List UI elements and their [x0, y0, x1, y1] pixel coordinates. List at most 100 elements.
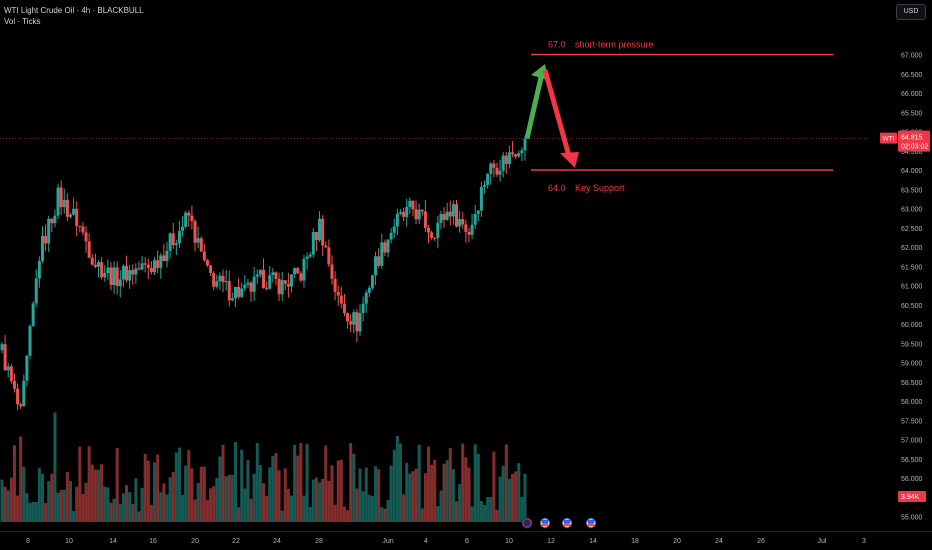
volume-bar [177, 447, 181, 522]
earnings-event-icon[interactable] [521, 517, 533, 529]
candle-body [28, 326, 32, 356]
candle-body [479, 186, 483, 211]
candle-body [227, 281, 231, 301]
symbol-title[interactable]: WTI Light Crude Oil · 4h · BLACKBULL [4, 6, 144, 15]
candle-body [380, 242, 384, 266]
candle-body [209, 265, 213, 274]
volume-bar [168, 477, 172, 522]
volume-bar [439, 490, 443, 522]
volume-bar [196, 482, 200, 522]
volume-bar [408, 473, 412, 522]
candle-body [109, 267, 113, 286]
volume-bar [445, 460, 449, 522]
candle-body [402, 211, 406, 217]
candle-body [125, 265, 129, 281]
volume-bar [212, 486, 216, 522]
candles [0, 136, 527, 411]
volume-badge-bg [898, 491, 926, 502]
y-tick-label: 55.000 [901, 515, 923, 522]
volume-bar [137, 511, 141, 522]
candle-body [3, 344, 7, 371]
volume-bar [336, 460, 340, 522]
volume-bar [258, 465, 262, 522]
candle-body [156, 260, 160, 268]
candle-body [50, 218, 54, 224]
candle-body [302, 258, 306, 281]
economic-event-flag-icon[interactable] [585, 517, 597, 529]
volume-bar [436, 506, 440, 522]
x-tick-label: Jun [382, 538, 393, 545]
currency-button[interactable]: USD [896, 4, 926, 20]
candle-body [146, 264, 150, 268]
volume-bar [230, 474, 234, 522]
volume-bar [305, 443, 309, 522]
x-tick-label: 10 [65, 538, 73, 545]
volume-bar [483, 504, 487, 522]
volume-bar [398, 443, 402, 522]
arrow-down-head [560, 152, 579, 168]
volume-bar [3, 486, 7, 522]
candle-body [489, 163, 493, 174]
volume-bar [346, 510, 350, 522]
candle-body [411, 200, 415, 210]
candle-body [137, 268, 141, 270]
chart-legend: WTI Light Crude Oil · 4h · BLACKBULL Vol… [4, 5, 144, 27]
candle-body [233, 286, 237, 299]
volume-bar [458, 484, 462, 522]
volume-bar [190, 468, 194, 522]
volume-bar [243, 488, 247, 522]
volume-bar [62, 489, 66, 522]
volume-bar [184, 465, 188, 522]
candle-body [212, 273, 216, 287]
candle-body [436, 222, 440, 239]
volume-bar [423, 473, 427, 522]
candle-body [87, 241, 91, 258]
x-tick-label: 10 [505, 538, 513, 545]
volume-bar [174, 452, 178, 522]
volume-bar [420, 508, 424, 522]
candle-body [358, 312, 362, 332]
volume-bar [367, 494, 371, 522]
candle-body [511, 152, 515, 155]
volume-bar [364, 467, 368, 522]
y-tick-label: 56.000 [901, 476, 923, 483]
y-tick-label: 62.000 [901, 245, 923, 252]
volume-bar [246, 459, 250, 522]
volume-bar [504, 444, 508, 522]
candle-body [274, 272, 278, 279]
volume-bar [202, 466, 206, 522]
candle-body [25, 355, 29, 381]
volume-bar [492, 451, 496, 522]
volume-bar [467, 467, 471, 522]
volume-bar [112, 498, 116, 522]
volume-bar [0, 479, 4, 522]
economic-event-flag-icon[interactable] [561, 517, 573, 529]
volume-bar [218, 456, 222, 522]
candle-body [314, 231, 318, 241]
volume-bar [47, 481, 51, 522]
volume-bar [93, 469, 97, 522]
volume-bar [140, 487, 144, 522]
volume-bar [330, 465, 334, 522]
volume-bar [156, 454, 160, 522]
y-tick-label: 66.000 [901, 91, 923, 98]
volume-bar [209, 488, 213, 522]
volume-bar [464, 457, 468, 522]
candle-body [56, 187, 60, 216]
candle-body [498, 170, 502, 175]
candle-body [237, 286, 241, 297]
volume-bar [34, 501, 38, 522]
volume-bar [324, 445, 328, 522]
volume-bar [430, 464, 434, 522]
volume-bar [50, 473, 54, 522]
volume-indicator-label[interactable]: Vol · Ticks [4, 17, 41, 26]
economic-event-flag-icon[interactable] [539, 517, 551, 529]
volume-bar [355, 488, 359, 522]
candle-body [159, 255, 163, 268]
volume-bar [451, 469, 455, 522]
candle-body [118, 279, 122, 287]
candle-body [514, 154, 518, 157]
y-tick-label: 59.500 [901, 341, 923, 348]
candle-body [97, 262, 101, 267]
